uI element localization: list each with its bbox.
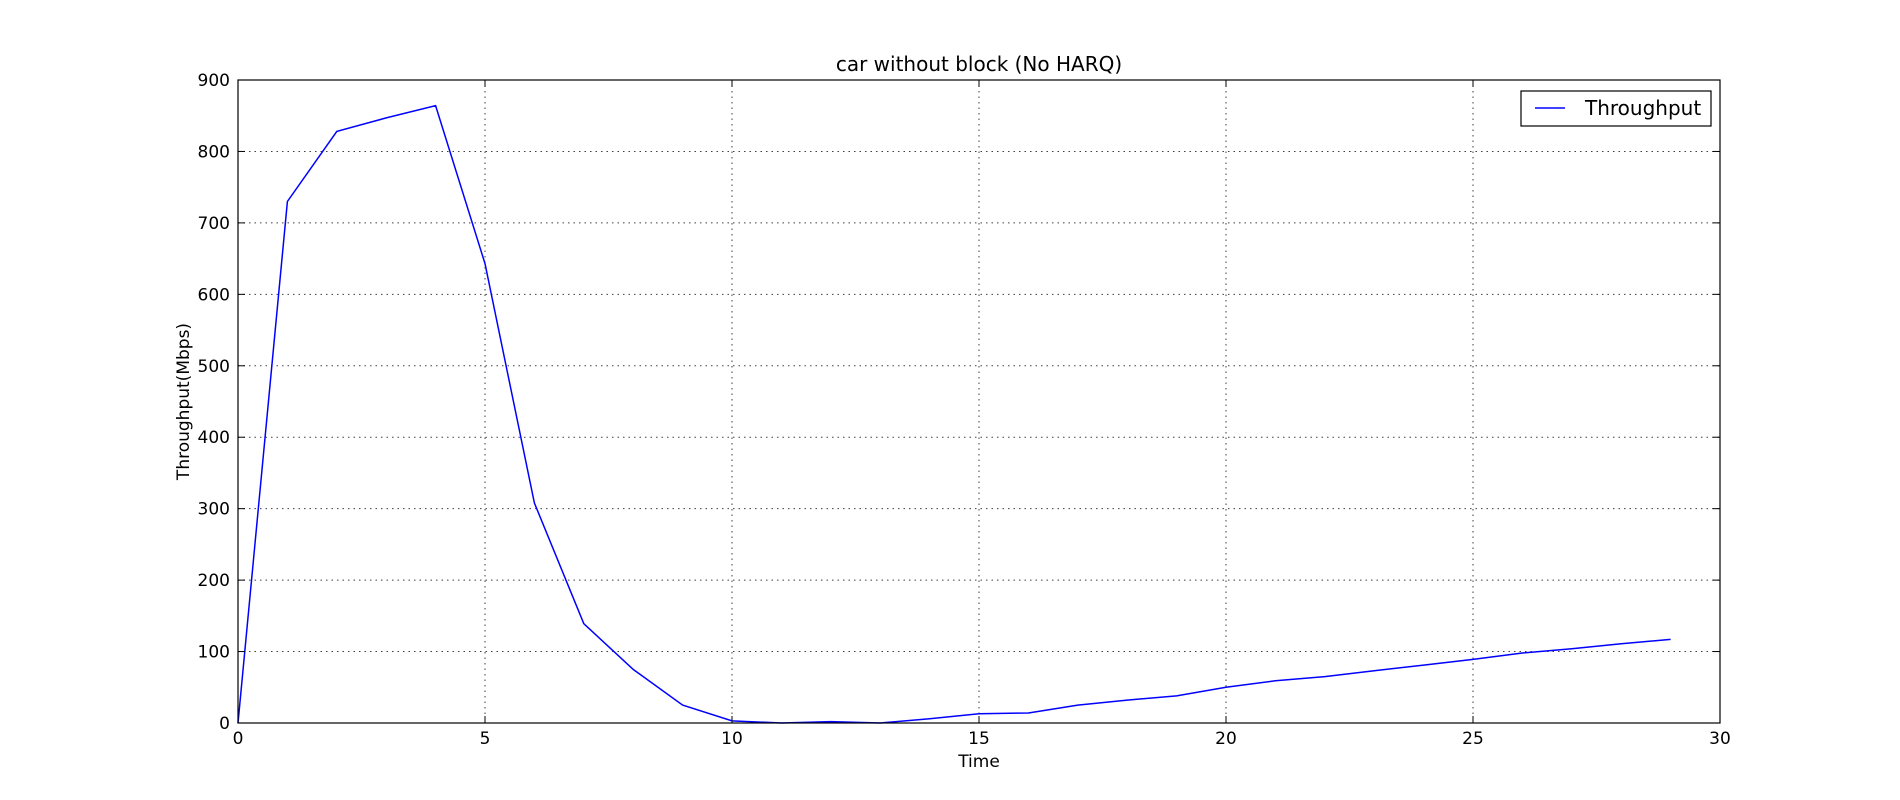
y-tick-label: 800 <box>198 142 230 162</box>
y-tick-label: 900 <box>198 71 230 91</box>
x-tick-label: 20 <box>1215 729 1237 749</box>
series-line-throughput <box>237 104 1671 724</box>
y-tick-label: 600 <box>198 285 230 305</box>
x-tick-label: 15 <box>968 729 990 749</box>
x-tick-label: 10 <box>721 729 743 749</box>
x-axis-label: Time <box>957 752 1000 772</box>
x-tick-label: 0 <box>233 729 244 749</box>
x-tick-label: 5 <box>480 729 491 749</box>
y-tick-label: 100 <box>198 643 230 663</box>
y-tick-label: 500 <box>198 357 230 377</box>
legend-label-throughput: Throughput <box>1584 96 1701 120</box>
y-tick-label: 400 <box>198 428 230 448</box>
y-tick-label: 300 <box>198 500 230 520</box>
y-tick-label: 700 <box>198 214 230 234</box>
series-layer <box>237 104 1671 724</box>
y-tick-label: 0 <box>219 714 230 734</box>
x-tick-label: 25 <box>1462 729 1484 749</box>
chart-title: car without block (No HARQ) <box>836 52 1122 76</box>
legend: Throughput <box>1520 90 1712 127</box>
x-tick-label: 30 <box>1709 729 1731 749</box>
y-tick-label: 200 <box>198 571 230 591</box>
y-axis-label: Throughput(Mbps) <box>174 323 194 481</box>
